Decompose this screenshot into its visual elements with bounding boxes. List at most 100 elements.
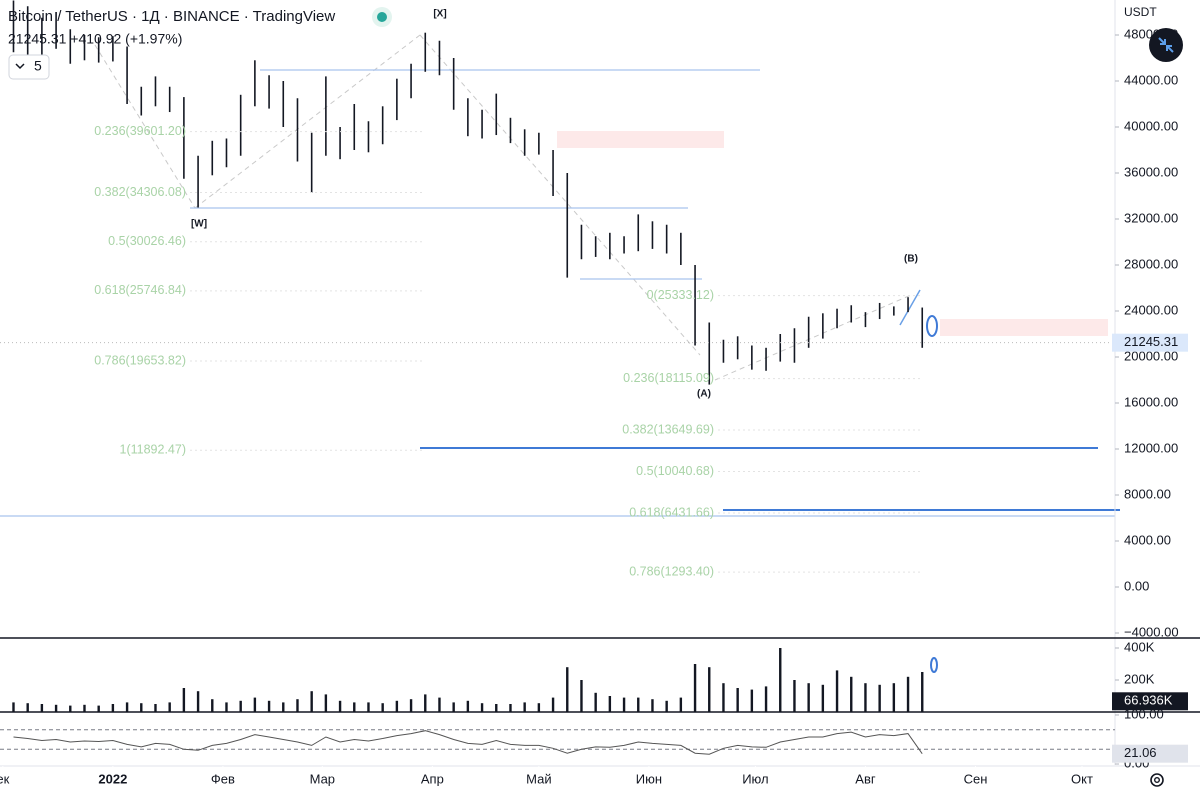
circle-mark [926, 315, 938, 337]
fib-label: 0.618(6431.66) [629, 505, 714, 519]
chevron [15, 63, 25, 70]
x-tick-label: 2022 [98, 771, 127, 786]
volume-bar [665, 700, 668, 712]
volume-bar [154, 704, 157, 712]
last-rsi-box [1112, 744, 1188, 763]
volume-bar [253, 697, 257, 712]
volume-bar [864, 683, 867, 712]
circle-mark [930, 657, 938, 673]
volume-bar [125, 702, 129, 712]
indicator-toggle[interactable] [8, 54, 50, 80]
fib-label: 0.382(34306.08) [94, 185, 186, 199]
volume-bar [779, 648, 782, 712]
wave-lines [94, 34, 912, 381]
volume-bar [637, 697, 640, 712]
volume-bar [324, 694, 328, 712]
fib-label: 0.5(30026.46) [108, 234, 186, 248]
volume-bar [921, 672, 924, 712]
volume-bar [140, 703, 143, 712]
volume-bar [722, 683, 725, 712]
x-tick-label: Апр [421, 771, 444, 786]
volume-bar [395, 700, 399, 712]
volume-bar [764, 686, 768, 712]
volume-bar [239, 700, 242, 712]
x-tick-label: ек [0, 771, 10, 786]
volume-bar [452, 702, 455, 712]
fib-label: 0.786(1293.40) [629, 564, 714, 578]
y-tick-label: −4000.00 [1124, 624, 1179, 639]
volume-bar [622, 697, 626, 712]
volume-bar [409, 699, 413, 712]
x-tick-label: Май [526, 771, 551, 786]
quote: 21245.31 +410.92 (+1.97%) [8, 31, 182, 47]
volume-bar [878, 684, 881, 712]
last-rsi-label: 21.06 [1124, 745, 1157, 760]
volume-bar [509, 704, 512, 712]
supply-zone [557, 131, 724, 148]
y-tick-label: 0.00 [1124, 578, 1149, 593]
volume-bar [608, 696, 612, 712]
currency[interactable]: USDT [1124, 5, 1157, 19]
x-tick-label: Сен [964, 771, 988, 786]
x-tick-label: Авг [855, 771, 876, 786]
x-tick-label: Мар [310, 771, 335, 786]
volume-bar [282, 702, 285, 712]
supply-zone [940, 319, 1108, 336]
volume-bar [424, 694, 427, 712]
volume-bar [835, 670, 839, 712]
y-tick-label: 200K [1124, 671, 1155, 686]
indicator-count: 5 [34, 58, 42, 74]
y-tick-label: 32000.00 [1124, 210, 1178, 225]
volume-bar [40, 704, 44, 712]
last-volume-label: 66.936K [1124, 693, 1173, 708]
y-tick-label: 4000.00 [1124, 532, 1171, 547]
y-tick-label: 20000.00 [1124, 348, 1178, 363]
volume-bar [211, 699, 214, 712]
y-tick-label: 24000.00 [1124, 302, 1178, 317]
icon [1158, 37, 1174, 53]
rsi-line [13, 730, 923, 755]
volume-bar [225, 702, 228, 712]
volume-bar [466, 700, 470, 712]
volume-bar [693, 664, 697, 712]
volume-bar [750, 689, 754, 712]
x-tick-label: Фев [211, 771, 235, 786]
y-tick-label: 44000.00 [1124, 72, 1178, 87]
fib-label: 0.618(25746.84) [94, 283, 186, 297]
fib-label: 0.236(18115.09) [623, 371, 714, 385]
volume-bar [736, 688, 739, 712]
volume-bar [594, 692, 597, 712]
volume-bar [807, 683, 810, 712]
volume-bar [69, 705, 72, 712]
volume-bar [54, 704, 58, 712]
volume-bar [651, 699, 654, 712]
fullscreen-button[interactable] [1149, 28, 1183, 62]
volume-bar [438, 697, 441, 712]
volume-bar [679, 697, 683, 712]
wave-label: (A) [697, 389, 711, 400]
settings-button[interactable] [1150, 773, 1164, 787]
volume-bar [566, 667, 569, 712]
volume-bar [381, 703, 384, 712]
volume-bar [906, 676, 910, 712]
x-tick-label: Окт [1071, 771, 1093, 786]
volume-bar [12, 702, 15, 712]
volume-bar [551, 697, 555, 712]
volume-bar [26, 703, 29, 712]
fib-label: 0.236(39601.20) [94, 124, 186, 138]
fib-label: 0(25333.12) [647, 288, 714, 302]
volume-bar [850, 676, 853, 712]
volume-bar [892, 683, 896, 712]
x-tick-label: Июн [636, 771, 662, 786]
fib-label: 0.5(10040.68) [636, 464, 714, 478]
volume-bar [111, 704, 115, 712]
volume-bar [523, 702, 526, 712]
volume-bar [353, 702, 356, 712]
y-tick-label: 12000.00 [1124, 440, 1178, 455]
y-tick-label: 40000.00 [1124, 118, 1178, 133]
volume-bar [310, 691, 313, 712]
symbol-title: Bitcoin / TetherUS · 1Д · BINANCE · Trad… [8, 8, 335, 25]
fib-label: 0.382(13649.69) [622, 422, 714, 436]
last-price-box [1112, 333, 1188, 352]
